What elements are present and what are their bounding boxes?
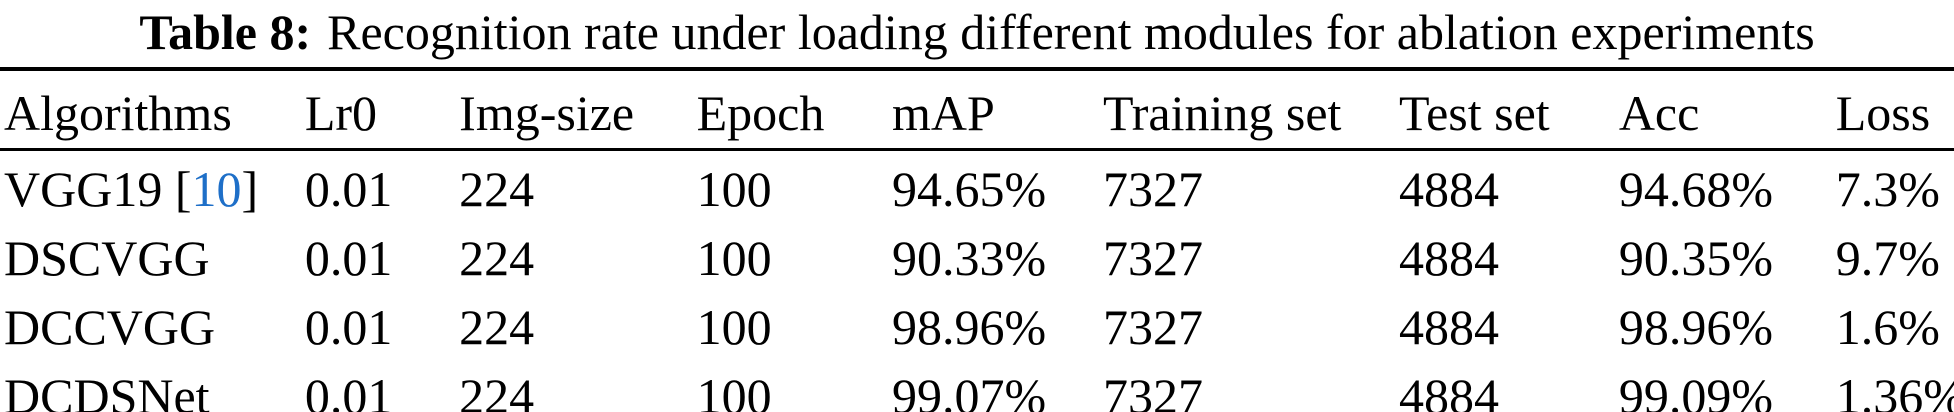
- cell-loss: 9.7%: [1835, 229, 1940, 286]
- cell-img-size: 224: [459, 229, 535, 286]
- col-header-acc: Acc: [1618, 69, 1836, 151]
- col-header-lr0: Lr0: [304, 69, 460, 151]
- cell-algorithm: DCCVGG: [4, 298, 216, 355]
- ablation-results-table: Algorithms Lr0 Img-size Epoch mAP Traini…: [0, 67, 1954, 412]
- cell-map: 90.33%: [891, 229, 1047, 286]
- col-header-epoch: Epoch: [696, 69, 892, 151]
- table-caption-text: Recognition rate under loading different…: [327, 4, 1815, 60]
- cell-epoch: 100: [696, 229, 772, 286]
- cell-acc: 90.35%: [1618, 229, 1773, 286]
- cell-lr0: 0.01: [304, 298, 393, 355]
- cell-loss: 1.36%: [1835, 367, 1954, 412]
- cell-map: 98.96%: [891, 298, 1047, 355]
- citation-bracket-open: [: [162, 160, 192, 217]
- header-row: Algorithms Lr0 Img-size Epoch mAP Traini…: [0, 69, 1954, 151]
- table-row: VGG19 [10] 0.01 224 100 94.65% 7327 4884…: [0, 150, 1954, 221]
- table-caption-label: Table 8:: [139, 4, 312, 60]
- col-header-img-size: Img-size: [459, 69, 697, 151]
- col-header-loss: Loss: [1835, 69, 1954, 151]
- cell-test-set: 4884: [1399, 229, 1500, 286]
- cell-acc: 94.68%: [1618, 160, 1773, 217]
- col-header-training-set: Training set: [1103, 69, 1400, 151]
- cell-loss: 1.6%: [1835, 298, 1940, 355]
- cell-map: 99.07%: [891, 367, 1047, 412]
- cell-epoch: 100: [696, 298, 772, 355]
- cell-lr0: 0.01: [304, 367, 393, 412]
- cell-lr0: 0.01: [304, 160, 393, 217]
- cell-training-set: 7327: [1103, 367, 1203, 412]
- cell-test-set: 4884: [1399, 298, 1500, 355]
- cell-loss: 7.3%: [1835, 160, 1940, 217]
- cell-acc: 98.96%: [1618, 298, 1773, 355]
- table-row: DCCVGG 0.01 224 100 98.96% 7327 4884 98.…: [0, 289, 1954, 358]
- cell-algorithm: DSCVGG: [4, 229, 210, 286]
- col-header-map: mAP: [891, 69, 1103, 151]
- cell-algorithm: VGG19 [10]: [0, 150, 305, 221]
- cell-acc: 99.09%: [1618, 367, 1773, 412]
- cell-epoch: 100: [696, 160, 772, 217]
- cell-test-set: 4884: [1399, 367, 1500, 412]
- table-caption: Table 8: Recognition rate under loading d…: [0, 0, 1954, 61]
- col-header-test-set: Test set: [1399, 69, 1619, 151]
- cell-epoch: 100: [696, 367, 772, 412]
- citation-bracket-close: ]: [241, 160, 259, 217]
- cell-lr0: 0.01: [304, 229, 393, 286]
- col-header-algorithms: Algorithms: [0, 69, 305, 151]
- cell-img-size: 224: [459, 160, 535, 217]
- cell-map: 94.65%: [891, 160, 1047, 217]
- cell-img-size: 224: [459, 367, 535, 412]
- cell-training-set: 7327: [1103, 229, 1203, 286]
- cell-algorithm: DCDSNet: [4, 367, 210, 412]
- cell-img-size: 224: [459, 298, 535, 355]
- citation-link[interactable]: 10: [191, 160, 242, 217]
- table-row: DSCVGG 0.01 224 100 90.33% 7327 4884 90.…: [0, 220, 1954, 289]
- algorithm-name: VGG19: [4, 160, 163, 217]
- cell-training-set: 7327: [1103, 298, 1203, 355]
- table-row: DCDSNet 0.01 224 100 99.07% 7327 4884 99…: [0, 358, 1954, 412]
- cell-test-set: 4884: [1399, 160, 1500, 217]
- cell-training-set: 7327: [1103, 160, 1203, 217]
